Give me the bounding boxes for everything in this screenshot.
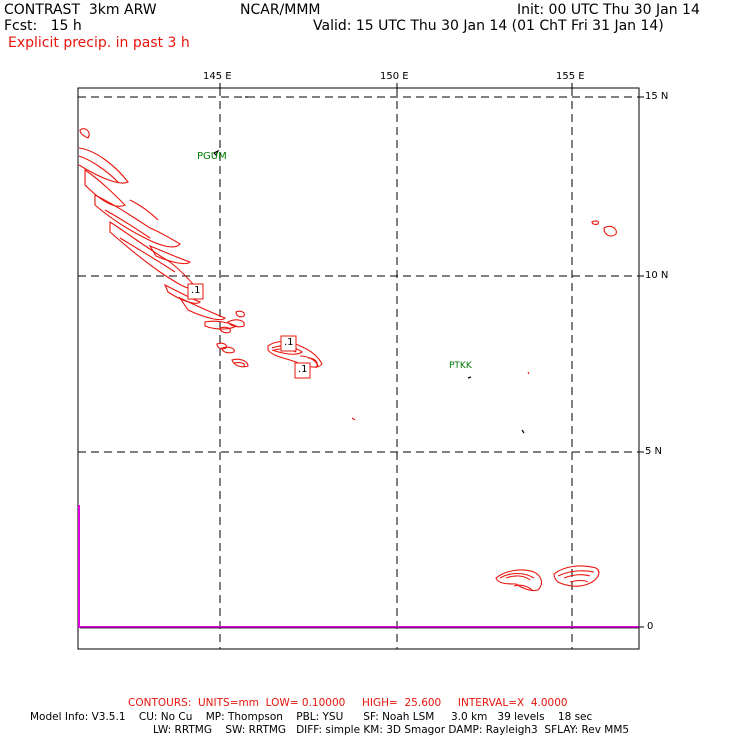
- valid-time: Valid: 15 UTC Thu 30 Jan 14 (01 ChT Fri …: [313, 18, 664, 34]
- contour-value-label: .1: [298, 364, 308, 375]
- station-label-ptkk: PTKK: [449, 361, 472, 371]
- lon-label-145: 145 E: [203, 71, 232, 82]
- station-label-pgum: PGUM: [197, 151, 227, 162]
- model-info-line-1: Model Info: V3.5.1 CU: No Cu MP: Thompso…: [30, 711, 593, 723]
- island-pohnpei: [521, 429, 525, 434]
- contour-value-label: .1: [284, 337, 294, 348]
- graticule: [78, 88, 639, 649]
- lat-label-0: 0: [647, 621, 654, 632]
- island-chuuk: [467, 376, 472, 379]
- lon-label-150: 150 E: [380, 71, 409, 82]
- lat-label-5: 5 N: [645, 446, 663, 457]
- precip-contours: [78, 128, 617, 592]
- contour-value-label: .1: [191, 285, 201, 296]
- model-info-line-2: LW: RRTMG SW: RRTMG DIFF: simple KM: 3D …: [153, 724, 630, 736]
- contour-label-box-2: [280, 335, 297, 352]
- lon-label-155: 155 E: [556, 71, 585, 82]
- map-frame: [77, 87, 640, 650]
- coastlines: [212, 96, 525, 434]
- contour-label-box-1: [187, 283, 204, 300]
- forecast-hour: Fcst: 15 h: [4, 18, 82, 34]
- contour-label-boxes: [187, 283, 311, 379]
- contour-label-box-3: [294, 362, 311, 379]
- island-guam: [212, 149, 220, 157]
- lat-label-15: 15 N: [645, 91, 669, 102]
- equator-line: [78, 505, 639, 628]
- contour-settings: CONTOURS: UNITS=mm LOW= 0.10000 HIGH= 25…: [128, 697, 568, 709]
- field-title: Explicit precip. in past 3 h: [8, 35, 190, 51]
- init-time: Init: 00 UTC Thu 30 Jan 14: [517, 2, 700, 18]
- tick-marks: [219, 83, 644, 628]
- org-label: NCAR/MMM: [240, 2, 321, 18]
- lat-label-10: 10 N: [645, 270, 669, 281]
- model-title: CONTRAST 3km ARW: [4, 2, 157, 18]
